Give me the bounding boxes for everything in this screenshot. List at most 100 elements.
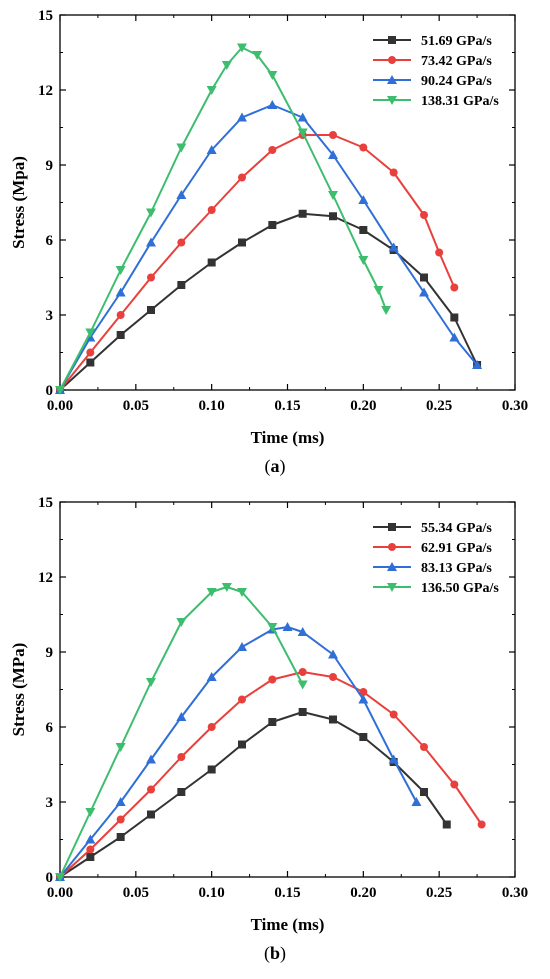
x-axis-title: Time (ms): [251, 915, 325, 934]
legend-swatch-marker: [387, 583, 397, 592]
data-point: [359, 733, 368, 741]
y-axis-title: Stress (MPa): [9, 643, 28, 737]
data-point: [238, 238, 246, 247]
data-point: [329, 715, 337, 724]
legend-label: 138.31 GPa/s: [421, 94, 499, 109]
data-point: [221, 61, 232, 70]
series-line: [59, 104, 478, 391]
data-point: [358, 694, 369, 704]
legend-swatch-marker: [387, 562, 397, 571]
data-point: [86, 358, 95, 367]
chart-panel-b: 0.00 0.05 0.10 0.15 0.20 0.25 0.30 0 3 6 9 12 15 Time…: [0, 487, 550, 974]
data-point: [329, 673, 337, 681]
y-tick-label: 9: [46, 158, 54, 174]
legend-swatch-marker: [388, 543, 396, 551]
data-point: [207, 765, 216, 774]
legend-swatch-marker: [387, 96, 397, 105]
data-point: [176, 618, 187, 627]
data-point: [206, 145, 217, 154]
data-point: [268, 221, 277, 229]
data-point: [297, 128, 308, 138]
data-point: [298, 668, 307, 676]
data-point: [359, 143, 368, 152]
data-point: [267, 100, 278, 109]
data-point: [389, 168, 398, 177]
data-point: [420, 273, 428, 282]
x-tick-label: 0.30: [502, 398, 528, 414]
series-line: [59, 711, 448, 878]
data-point: [381, 306, 392, 315]
data-point: [237, 588, 247, 597]
legend-item-3: 83.13 GPa/s: [373, 561, 492, 576]
legend-swatch-marker: [388, 36, 396, 44]
data-point: [176, 143, 187, 153]
legend-label: 51.69 GPa/s: [421, 34, 492, 49]
data-point: [237, 43, 247, 53]
x-tick-label: 0.10: [199, 885, 225, 901]
data-point: [252, 51, 263, 60]
data-point: [268, 146, 277, 154]
data-point: [238, 173, 246, 182]
series-line: [59, 586, 304, 878]
data-point: [176, 712, 187, 721]
data-point: [388, 754, 399, 764]
legend-label: 55.34 GPa/s: [421, 521, 492, 536]
data-point: [146, 208, 156, 218]
data-point: [55, 873, 65, 882]
data-point: [237, 642, 247, 651]
legend-label: 62.91 GPa/s: [421, 541, 492, 556]
data-point: [86, 348, 95, 357]
data-point: [297, 680, 308, 690]
data-point: [268, 718, 277, 726]
panel-label: b: [270, 943, 280, 963]
data-point: [116, 331, 125, 339]
data-point: [329, 131, 337, 139]
data-point: [419, 287, 429, 297]
data-point: [116, 833, 125, 841]
data-point: [177, 788, 186, 796]
data-point: [450, 780, 459, 789]
data-point: [359, 688, 368, 696]
y-tick-label: 6: [46, 233, 54, 249]
y-tick-label: 3: [46, 308, 54, 324]
legend-swatch-marker: [387, 75, 397, 84]
x-tick-label: 0.15: [274, 398, 300, 414]
series-line: [59, 626, 418, 878]
data-point: [207, 258, 216, 267]
y-tick-label: 12: [38, 570, 53, 586]
data-point: [147, 785, 155, 794]
data-point: [297, 627, 308, 636]
data-point: [86, 853, 95, 861]
series-4: [55, 43, 392, 395]
x-tick-label: 0.05: [123, 885, 149, 901]
x-tick-label: 0.05: [123, 398, 149, 414]
data-point: [442, 820, 451, 829]
legend-item-4: 136.50 GPa/s: [373, 581, 499, 596]
data-point: [411, 797, 422, 806]
data-point: [237, 112, 247, 122]
data-point: [206, 588, 217, 597]
data-point: [298, 708, 307, 716]
data-point: [176, 190, 187, 199]
data-point: [267, 623, 278, 632]
data-point: [55, 386, 65, 395]
legend-item-1: 55.34 GPa/s: [373, 521, 492, 536]
data-point: [147, 810, 155, 819]
data-point: [420, 788, 428, 796]
data-point: [268, 675, 277, 684]
legend-swatch-marker: [388, 523, 396, 531]
series-line: [59, 212, 478, 391]
legend-label: 90.24 GPa/s: [421, 74, 492, 89]
y-tick-label: 0: [46, 870, 54, 886]
data-point: [389, 710, 398, 719]
data-point: [86, 845, 95, 854]
x-tick-label: 0.20: [350, 398, 376, 414]
data-point: [177, 753, 186, 761]
y-tick-label: 15: [38, 8, 53, 24]
y-tick-label: 6: [46, 720, 54, 736]
chart-b-svg: 0.00 0.05 0.10 0.15 0.20 0.25 0.30 0 3 6 9 12 15 Time…: [9, 495, 528, 964]
y-tick-label: 12: [38, 83, 53, 99]
data-point: [116, 311, 125, 319]
series-2: [56, 668, 486, 881]
legend-item-3: 90.24 GPa/s: [373, 74, 492, 89]
